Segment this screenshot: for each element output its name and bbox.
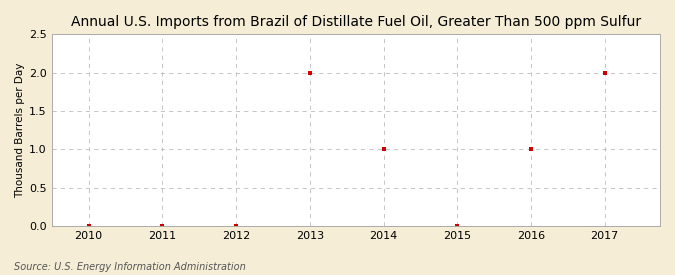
Title: Annual U.S. Imports from Brazil of Distillate Fuel Oil, Greater Than 500 ppm Sul: Annual U.S. Imports from Brazil of Disti… — [71, 15, 641, 29]
Text: Source: U.S. Energy Information Administration: Source: U.S. Energy Information Administ… — [14, 262, 245, 272]
Y-axis label: Thousand Barrels per Day: Thousand Barrels per Day — [15, 62, 25, 198]
